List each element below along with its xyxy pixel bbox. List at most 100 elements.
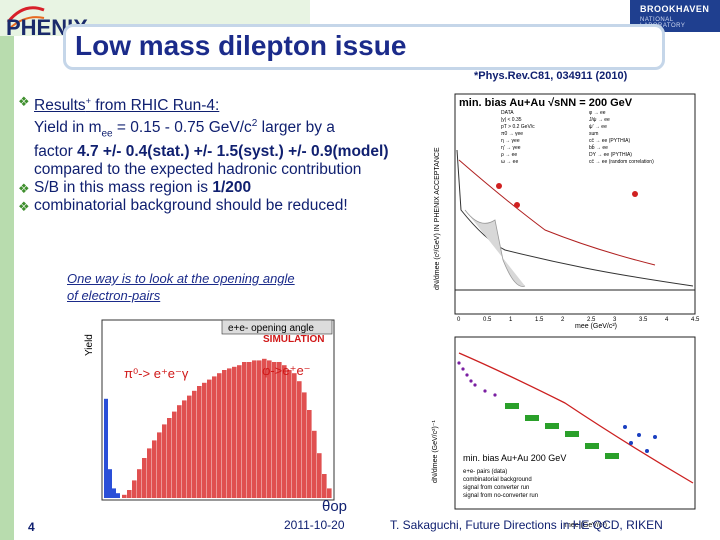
cocktail-legend-item: π0 → γee (501, 131, 523, 137)
page-number: 4 (28, 520, 35, 534)
conversion-title: min. bias Au+Au 200 GeV (463, 453, 566, 463)
cocktail-legend-item: cc̄ → ee (PYTHIA) (589, 138, 630, 144)
simulation-label: SIMULATION (263, 334, 325, 345)
conversion-point (469, 379, 473, 383)
cocktail-x-tick: 1.5 (535, 317, 544, 323)
phi-bar (182, 400, 187, 498)
results-heading: Results+ from RHIC Run-4: (34, 96, 220, 115)
cocktail-ylabel: dN/dmee (c²/GeV) IN PHENIX ACCEPTANCE (434, 147, 441, 290)
histogram-bars (104, 358, 332, 498)
pi0-bar (112, 488, 116, 498)
conversion-plot: dN/dmee (GeV/c²)⁻¹ min. bias Au+Au 200 G… (432, 336, 696, 529)
phi-bar (152, 440, 157, 498)
conversion-xlabel: mee (GeV/c²) (565, 522, 607, 529)
phi-bar (147, 448, 152, 498)
conversion-point (457, 361, 461, 365)
cocktail-x-tick: 2.5 (587, 317, 596, 323)
phi-bar (252, 360, 257, 498)
conversion-legend-item: combinatorial background (463, 477, 532, 483)
cocktail-x-ticks: 0 0.5 1 1.5 2 2.5 3 3.5 4 4.5 (457, 317, 700, 323)
bullet-diamond-icon: ❖ (18, 181, 30, 197)
phi-bar (127, 490, 132, 498)
page-title: Low mass dilepton issue (75, 30, 407, 61)
phi-bar (162, 424, 167, 498)
phi-bar (132, 480, 137, 498)
cocktail-xlabel: mee (GeV/c²) (575, 323, 617, 330)
cocktail-legend-item: ω → ee (501, 159, 518, 165)
phi-bar (272, 362, 277, 498)
brookhaven-logo-text: BROOKHAVEN (640, 4, 710, 14)
cocktail-legend-item: |y| < 0.35 (501, 117, 522, 123)
conversion-point (461, 367, 465, 371)
reference-citation: *Phys.Rev.C81, 034911 (2010) (474, 70, 628, 82)
cocktail-legend-item: ψ' → ee (589, 124, 607, 130)
conversion-legend-item: e+e- pairs (data) (463, 469, 507, 475)
phi-bar (267, 360, 272, 498)
cocktail-legend-item: η → γee (501, 138, 520, 144)
yield-text: Yield in mee = 0.15 - 0.75 GeV/c2 larger… (34, 118, 389, 179)
phi-bar (167, 418, 172, 498)
conversion-point (465, 373, 469, 377)
conversion-fit-curve (458, 352, 694, 484)
bullet-diamond-icon: ❖ (18, 199, 30, 215)
phi-bar (242, 362, 247, 498)
cocktail-title: min. bias Au+Au √sNN = 200 GeV (459, 97, 633, 109)
conversion-green-box (565, 431, 579, 437)
cocktail-frame (454, 93, 696, 291)
phi-bar (287, 370, 292, 498)
left-accent-bar (0, 0, 14, 540)
bullet-results: ❖ Results+ from RHIC Run-4: (18, 92, 413, 115)
phi-bar (217, 373, 222, 498)
conversion-blue-point (653, 435, 657, 439)
cocktail-x-tick: 0.5 (483, 317, 492, 323)
pi0-dalitz-label: π⁰-> e⁺e⁻γ (124, 366, 189, 381)
bullet-list: ❖ Results+ from RHIC Run-4: Yield in mee… (18, 92, 413, 215)
conversion-green-box (545, 423, 559, 429)
histogram-title-box (221, 319, 333, 335)
bullet-background: ❖ combinatorial background should be red… (18, 197, 348, 215)
conversion-legend: e+e- pairs (data) combinatorial backgroun… (463, 469, 538, 499)
conversion-blue-point (637, 433, 641, 437)
phi-bar (327, 488, 332, 498)
cocktail-legend-item: φ → ee (589, 110, 606, 116)
dilepton-cocktail-plot: min. bias Au+Au √sNN = 200 GeV dN/dmee (… (434, 93, 700, 330)
phi-bar (317, 453, 322, 498)
phi-bar (312, 430, 317, 498)
cocktail-legend-item: ρ → ee (501, 152, 517, 158)
phi-bar (207, 379, 212, 498)
conversion-point (483, 389, 487, 393)
bullet-diamond-icon: ❖ (18, 94, 30, 109)
cocktail-x-tick: 4 (665, 317, 669, 323)
phi-bar (307, 410, 312, 498)
cocktail-legend-item: J/ψ → ee (589, 117, 610, 123)
conversion-point (473, 383, 477, 387)
phi-bar (197, 386, 202, 498)
conversion-point (493, 393, 497, 397)
cocktail-ratio-frame (454, 289, 696, 315)
theta-op-label: θop (322, 498, 348, 515)
pi0-bar (116, 493, 120, 498)
cocktail-sum-curve (456, 149, 694, 287)
cocktail-legend-item: DATA (501, 110, 514, 116)
phi-bar (322, 474, 327, 498)
cocktail-legend-item: η' → γee (501, 145, 521, 151)
conversion-green-box (505, 403, 519, 409)
cocktail-legend-item: pT > 0.2 GeV/c (501, 124, 535, 130)
phi-bar (202, 382, 207, 498)
cocktail-curves (456, 149, 694, 287)
cocktail-peak-point (514, 202, 520, 208)
cocktail-x-tick: 0 (457, 317, 461, 323)
cocktail-peak-point (632, 191, 638, 197)
conversion-legend-item: signal from no-converter run (463, 493, 538, 499)
histogram-ylabel: Yield (84, 334, 95, 356)
cocktail-legend-item: cc̄ → ee (random correlation) (589, 159, 654, 165)
bullet-sb-ratio: ❖ S/B in this mass region is 1/200 (18, 179, 252, 197)
phi-bar (277, 362, 282, 498)
histogram-title: e+e- opening angle (228, 323, 314, 334)
phi-bar (302, 392, 307, 498)
conversion-green-box (585, 443, 599, 449)
footer-date: 2011-10-20 (284, 518, 345, 532)
conversion-blue-point (645, 449, 649, 453)
footer-author: T. Sakaguchi, Future Directions in HE QC… (390, 518, 663, 532)
